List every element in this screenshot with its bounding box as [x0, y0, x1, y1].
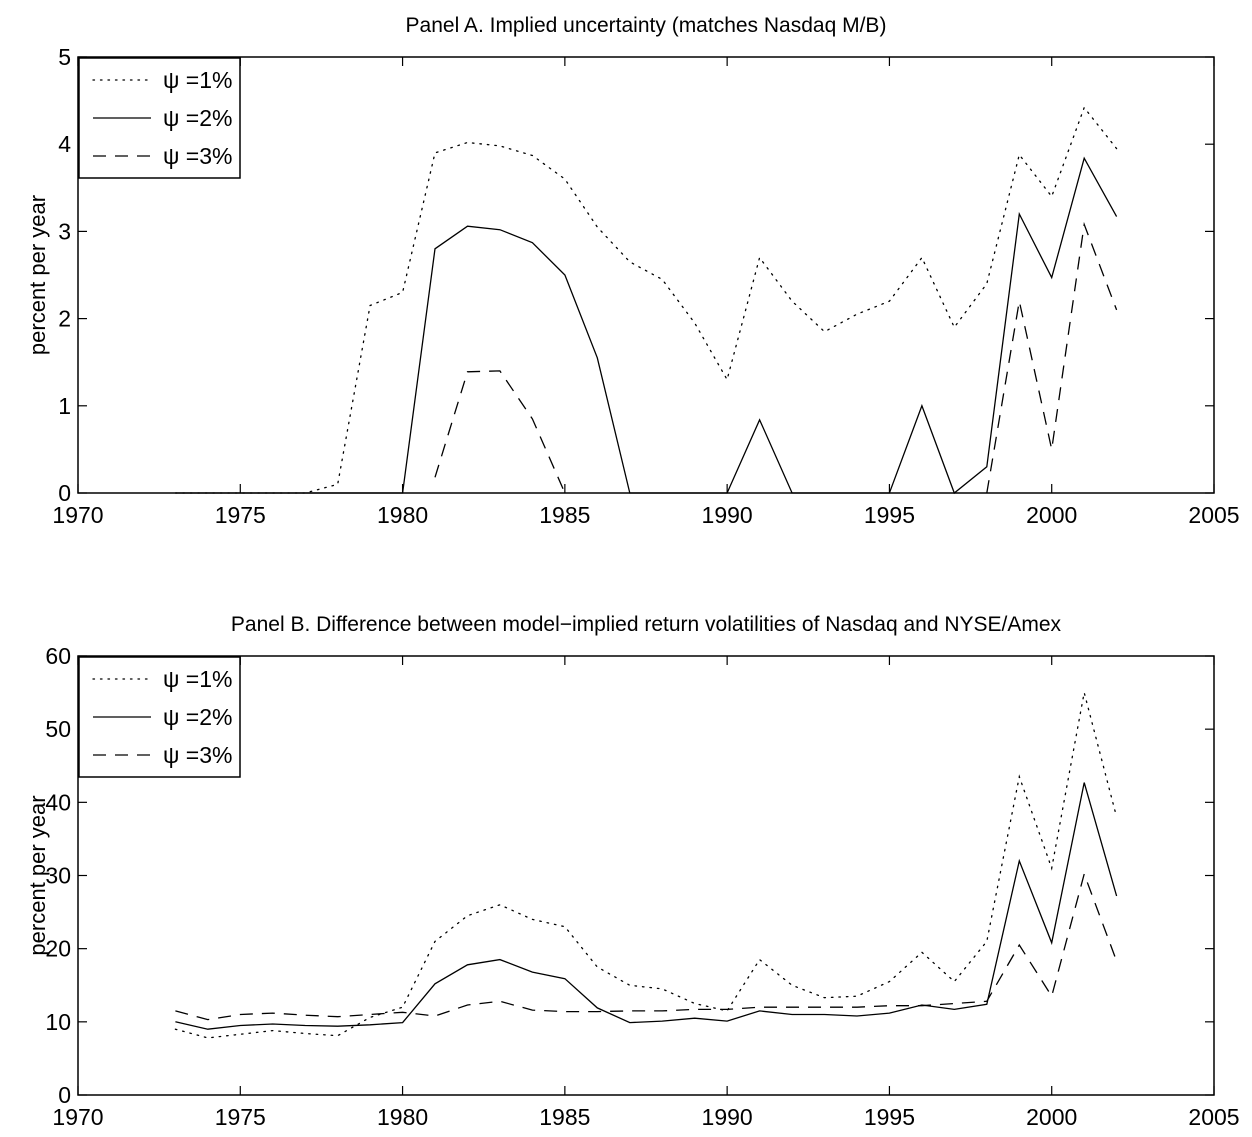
series-line-2: [175, 782, 1118, 1030]
legend-label-2: ψ =2%: [163, 105, 232, 131]
series-line-2: [175, 156, 1118, 495]
legend-label-3: ψ =3%: [163, 742, 232, 768]
y-tick-label: 4: [58, 131, 71, 157]
x-tick-label: 2005: [1188, 502, 1239, 528]
y-tick-label: 30: [45, 863, 71, 889]
x-tick-label: 1985: [539, 502, 590, 528]
x-tick-label: 2005: [1188, 1104, 1239, 1130]
legend: ψ =1% ψ =2% ψ =3%: [78, 656, 241, 778]
y-axis-label: percent per year: [25, 795, 50, 955]
chart-title: Panel A. Implied uncertainty (matches Na…: [406, 14, 887, 37]
legend: ψ =1% ψ =2% ψ =3%: [78, 57, 241, 179]
legend-label-2: ψ =2%: [163, 704, 232, 730]
y-tick-label: 1: [58, 393, 71, 419]
legend-label-3: ψ =3%: [163, 143, 232, 169]
y-tick-label: 0: [58, 480, 71, 506]
x-tick-label: 1975: [215, 1104, 266, 1130]
series-line-1: [174, 692, 1118, 1039]
panel-b: Panel B. Difference between model−implie…: [25, 613, 1240, 1130]
legend-label-1: ψ =1%: [163, 67, 232, 93]
series-line-3: [175, 871, 1118, 1021]
panel-a: Panel A. Implied uncertainty (matches Na…: [25, 14, 1240, 528]
plot-frame: [77, 655, 1215, 1096]
series-line-1: [174, 106, 1118, 494]
y-tick-label: 3: [58, 218, 71, 244]
y-tick-label: 60: [45, 643, 71, 669]
y-tick-label: 2: [58, 306, 71, 332]
chart-title: Panel B. Difference between model−implie…: [231, 613, 1062, 636]
y-tick-label: 40: [45, 789, 71, 815]
x-tick-label: 1970: [52, 502, 103, 528]
y-tick-label: 5: [58, 44, 71, 70]
series-line-3: [434, 221, 1118, 494]
x-tick-label: 1995: [864, 1104, 915, 1130]
x-tick-label: 1980: [377, 502, 428, 528]
y-tick-label: 10: [45, 1009, 71, 1035]
plot-frame: [77, 56, 1215, 494]
y-axis-label: percent per year: [25, 195, 50, 355]
x-tick-label: 1970: [52, 1104, 103, 1130]
x-tick-label: 1990: [702, 502, 753, 528]
x-tick-label: 2000: [1026, 502, 1077, 528]
y-tick-label: 50: [45, 716, 71, 742]
y-tick-label: 0: [58, 1082, 71, 1108]
x-tick-label: 1990: [702, 1104, 753, 1130]
y-tick-label: 20: [45, 936, 71, 962]
x-tick-label: 1985: [539, 1104, 590, 1130]
x-tick-label: 1995: [864, 502, 915, 528]
x-tick-label: 1980: [377, 1104, 428, 1130]
legend-label-1: ψ =1%: [163, 666, 232, 692]
x-tick-label: 2000: [1026, 1104, 1077, 1130]
x-tick-label: 1975: [215, 502, 266, 528]
